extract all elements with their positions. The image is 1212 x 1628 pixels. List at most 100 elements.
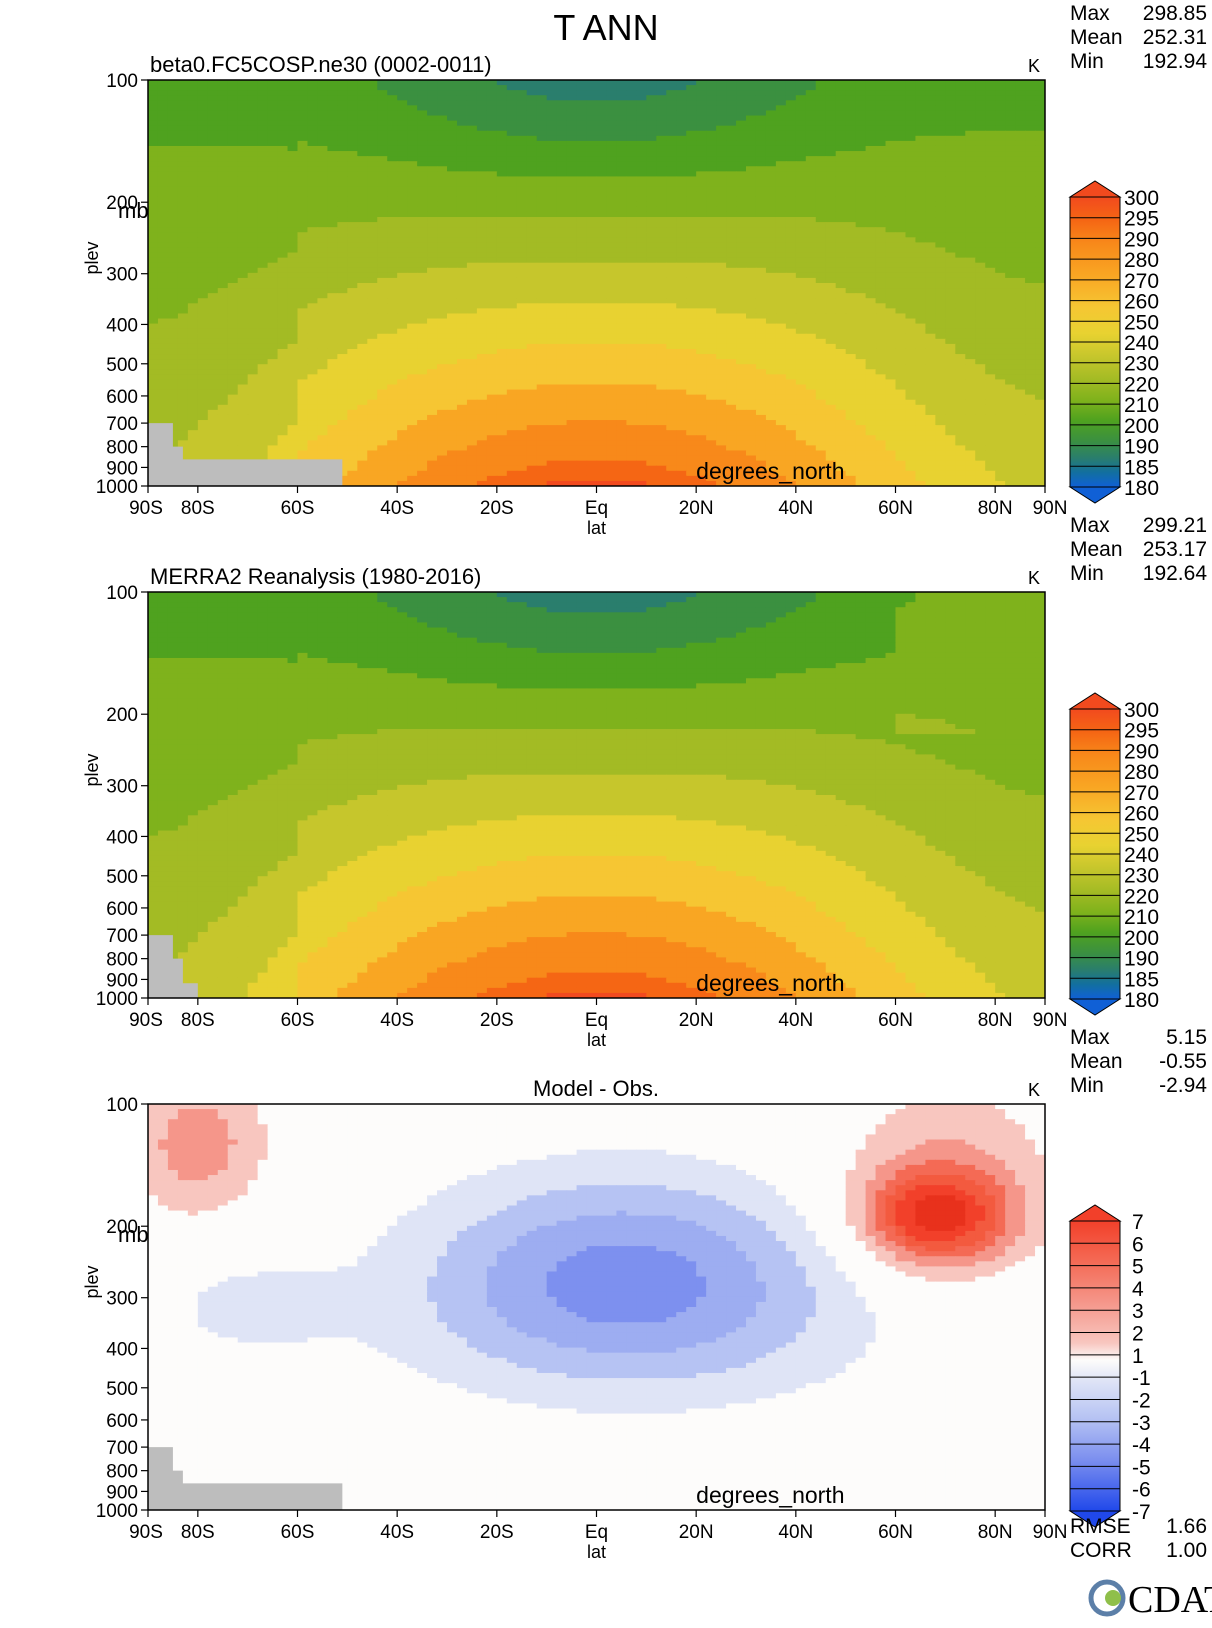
field-cell bbox=[347, 181, 358, 188]
field-cell bbox=[1025, 333, 1036, 340]
field-cell bbox=[646, 247, 657, 254]
field-cell bbox=[656, 95, 667, 101]
field-cell bbox=[556, 217, 568, 223]
field-cell bbox=[566, 277, 578, 284]
field-cell bbox=[716, 328, 727, 335]
field-cell bbox=[357, 293, 368, 299]
field-cell bbox=[596, 135, 608, 142]
field-cell bbox=[447, 105, 458, 112]
field-cell bbox=[516, 181, 528, 188]
field-cell bbox=[845, 140, 857, 147]
field-cell bbox=[716, 293, 727, 299]
field-cell bbox=[317, 227, 328, 233]
field-cell bbox=[387, 120, 398, 127]
field-cell bbox=[965, 298, 976, 304]
field-cell bbox=[955, 130, 966, 137]
field-cell bbox=[387, 277, 398, 284]
field-cell bbox=[586, 135, 598, 142]
field-cell bbox=[456, 166, 468, 172]
field-cell bbox=[586, 348, 598, 355]
field-cell bbox=[795, 288, 807, 294]
field-cell bbox=[815, 95, 827, 101]
field-cell bbox=[1015, 272, 1026, 279]
field-cell bbox=[227, 359, 239, 365]
field-cell bbox=[197, 80, 209, 86]
field-cell bbox=[207, 227, 219, 233]
field-cell bbox=[307, 247, 319, 254]
field-cell bbox=[516, 196, 528, 203]
field-cell bbox=[736, 313, 747, 320]
field-cell bbox=[476, 359, 488, 365]
field-cell bbox=[506, 323, 518, 330]
field-cell bbox=[447, 288, 458, 294]
field-cell bbox=[726, 318, 737, 325]
field-cell bbox=[357, 196, 368, 203]
field-cell bbox=[177, 105, 189, 112]
field-cell bbox=[835, 272, 847, 279]
field-cell bbox=[237, 191, 249, 198]
field-cell bbox=[805, 343, 817, 350]
field-cell bbox=[875, 328, 887, 335]
field-cell bbox=[526, 288, 538, 294]
field-cell bbox=[496, 176, 508, 183]
field-cell bbox=[736, 206, 747, 213]
field-cell bbox=[277, 140, 289, 147]
field-cell bbox=[596, 206, 608, 213]
field-cell bbox=[965, 293, 976, 299]
field-cell bbox=[207, 318, 219, 325]
field-cell bbox=[486, 348, 498, 355]
field-cell bbox=[746, 328, 757, 335]
field-cell bbox=[486, 354, 498, 360]
field-cell bbox=[855, 343, 867, 350]
field-cell bbox=[417, 156, 428, 162]
field-cell bbox=[556, 242, 568, 249]
field-cell bbox=[357, 354, 368, 360]
field-cell bbox=[247, 354, 259, 360]
field-cell bbox=[606, 272, 618, 279]
field-cell bbox=[496, 354, 508, 360]
field-cell bbox=[1015, 257, 1026, 264]
field-cell bbox=[616, 242, 627, 249]
field-cell bbox=[347, 288, 358, 294]
field-cell bbox=[955, 242, 966, 249]
field-cell bbox=[317, 201, 328, 208]
field-cell bbox=[347, 186, 358, 193]
field-cell bbox=[486, 308, 498, 315]
field-cell bbox=[865, 237, 877, 243]
field-cell bbox=[407, 359, 418, 365]
field-cell bbox=[148, 288, 159, 294]
field-cell bbox=[277, 277, 289, 284]
field-cell bbox=[417, 333, 428, 340]
field-cell bbox=[1015, 237, 1026, 243]
field-cell bbox=[526, 90, 538, 96]
field-cell bbox=[187, 293, 199, 299]
field-cell bbox=[347, 237, 358, 243]
field-cell bbox=[795, 145, 807, 152]
field-cell bbox=[466, 211, 478, 218]
field-cell bbox=[417, 181, 428, 188]
field-cell bbox=[287, 277, 299, 284]
field-cell bbox=[586, 125, 598, 132]
field-cell bbox=[915, 247, 926, 254]
field-cell bbox=[237, 211, 249, 218]
field-cell bbox=[1015, 288, 1026, 294]
field-cell bbox=[327, 196, 338, 203]
field-cell bbox=[1005, 95, 1016, 101]
field-cell bbox=[456, 130, 468, 137]
field-cell bbox=[237, 343, 249, 350]
field-cell bbox=[1005, 343, 1016, 350]
field-cell bbox=[835, 85, 847, 91]
field-cell bbox=[437, 186, 448, 193]
field-cell bbox=[526, 120, 538, 127]
field-cell bbox=[895, 237, 907, 243]
field-cell bbox=[995, 217, 1006, 223]
field-cell bbox=[546, 115, 558, 122]
field-cell bbox=[915, 171, 926, 178]
field-cell bbox=[586, 338, 598, 345]
field-cell bbox=[546, 120, 558, 127]
field-cell bbox=[207, 303, 219, 309]
field-cell bbox=[317, 196, 328, 203]
field-cell bbox=[157, 90, 169, 96]
field-cell bbox=[795, 242, 807, 249]
field-cell bbox=[915, 105, 926, 112]
